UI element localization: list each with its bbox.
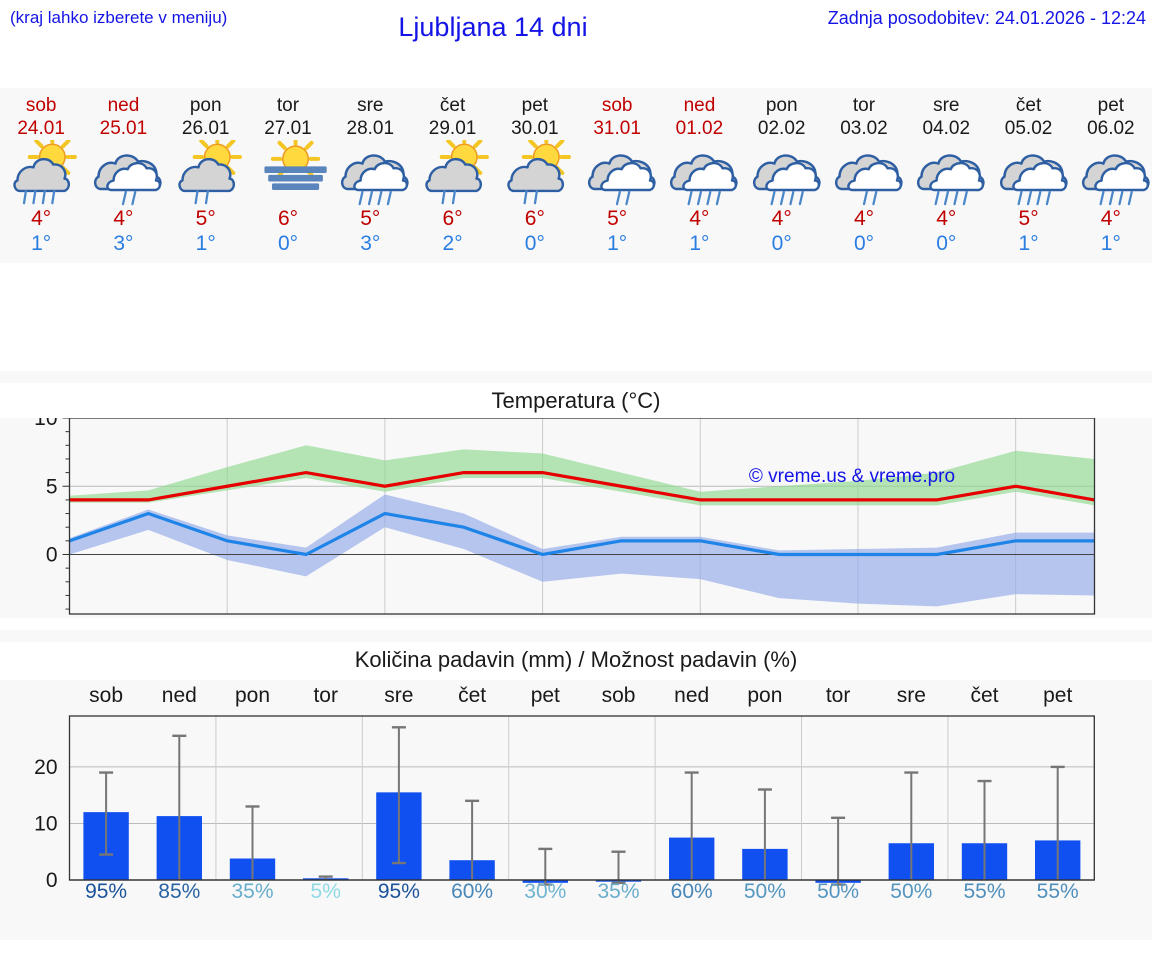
svg-text:0: 0 (46, 869, 58, 892)
svg-text:60%: 60% (671, 880, 713, 900)
svg-text:sob: sob (89, 684, 123, 707)
svg-text:5%: 5% (311, 880, 341, 900)
svg-text:55%: 55% (963, 880, 1005, 900)
svg-text:0: 0 (46, 544, 58, 567)
svg-text:10: 10 (34, 812, 57, 835)
svg-text:95%: 95% (85, 880, 127, 900)
svg-text:ned: ned (162, 684, 197, 707)
svg-text:tor: tor (313, 684, 338, 707)
svg-text:pet: pet (531, 684, 560, 707)
svg-text:55%: 55% (1037, 880, 1079, 900)
svg-text:© vreme.us & vreme.pro: © vreme.us & vreme.pro (749, 466, 955, 487)
svg-text:5: 5 (46, 475, 58, 498)
svg-text:sre: sre (384, 684, 413, 707)
svg-text:50%: 50% (744, 880, 786, 900)
svg-text:50%: 50% (817, 880, 859, 900)
svg-text:sob: sob (602, 684, 636, 707)
svg-text:ned: ned (674, 684, 709, 707)
svg-text:čet: čet (458, 684, 486, 707)
svg-text:85%: 85% (158, 880, 200, 900)
svg-text:95%: 95% (378, 880, 420, 900)
svg-text:20: 20 (34, 756, 57, 779)
svg-text:50%: 50% (890, 880, 932, 900)
svg-text:tor: tor (826, 684, 851, 707)
svg-text:pet: pet (1043, 684, 1072, 707)
svg-text:30%: 30% (524, 880, 566, 900)
svg-text:sre: sre (897, 684, 926, 707)
svg-text:čet: čet (970, 684, 998, 707)
svg-text:pon: pon (747, 684, 782, 707)
svg-text:60%: 60% (451, 880, 493, 900)
svg-text:35%: 35% (231, 880, 273, 900)
svg-text:pon: pon (235, 684, 270, 707)
svg-text:10: 10 (34, 418, 57, 430)
svg-text:35%: 35% (597, 880, 639, 900)
